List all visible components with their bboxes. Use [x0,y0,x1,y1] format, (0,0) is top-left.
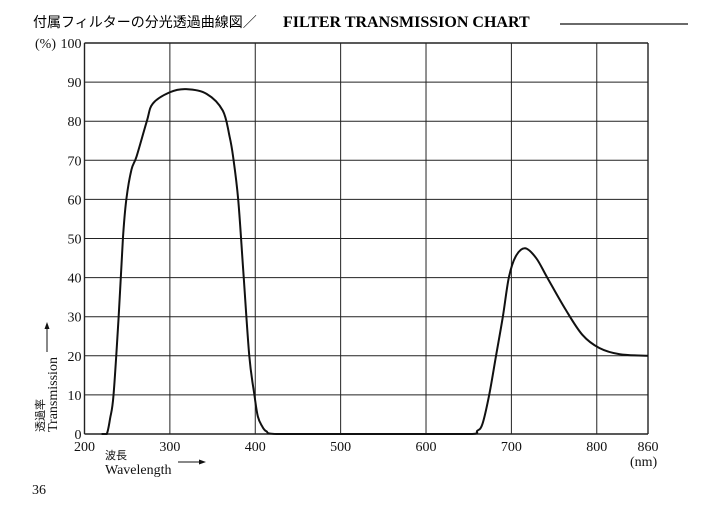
x-tick-label: 860 [638,440,659,455]
x-label-jp: 波長 [105,449,127,462]
x-tick-label: 600 [416,440,437,455]
x-tick-label: 500 [330,440,351,455]
grid [83,42,649,435]
x-tick-label: 300 [159,440,180,455]
y-tick-label: 0 [75,428,82,443]
x-arrow-icon [178,459,206,465]
chart-title: FILTER TRANSMISSION CHART [283,14,530,31]
x-tick-label: 700 [501,440,522,455]
x-label: Wavelength [105,463,172,478]
y-tick-label: 90 [68,76,82,91]
x-tick-labels: 200 300 400 500 600 700 800 860 [74,440,659,455]
x-tick-label: 400 [245,440,266,455]
y-label-jp: 透過率 [33,399,47,432]
x-tick-label: 200 [74,440,95,455]
page-number: 36 [32,483,46,498]
x-unit-label: (nm) [630,455,658,470]
y-tick-label: 80 [68,115,82,130]
y-tick-labels: 0 10 20 30 40 50 60 70 80 90 100 [61,37,82,443]
y-arrow-icon [44,322,50,352]
y-tick-label: 40 [68,272,82,287]
chart-title-jp: 付属フィルターの分光透過曲線図／ [33,15,257,31]
y-tick-label: 70 [68,154,82,169]
y-label: Transmission [46,357,61,432]
transmission-curve [101,88,649,436]
y-tick-label: 50 [68,233,82,248]
y-unit-label: (%) [35,37,56,52]
y-tick-label: 60 [68,193,82,208]
y-tick-label: 100 [61,37,82,52]
x-tick-label: 800 [586,440,607,455]
y-tick-label: 10 [68,389,82,404]
y-tick-label: 20 [68,350,82,365]
y-tick-label: 30 [68,311,82,326]
